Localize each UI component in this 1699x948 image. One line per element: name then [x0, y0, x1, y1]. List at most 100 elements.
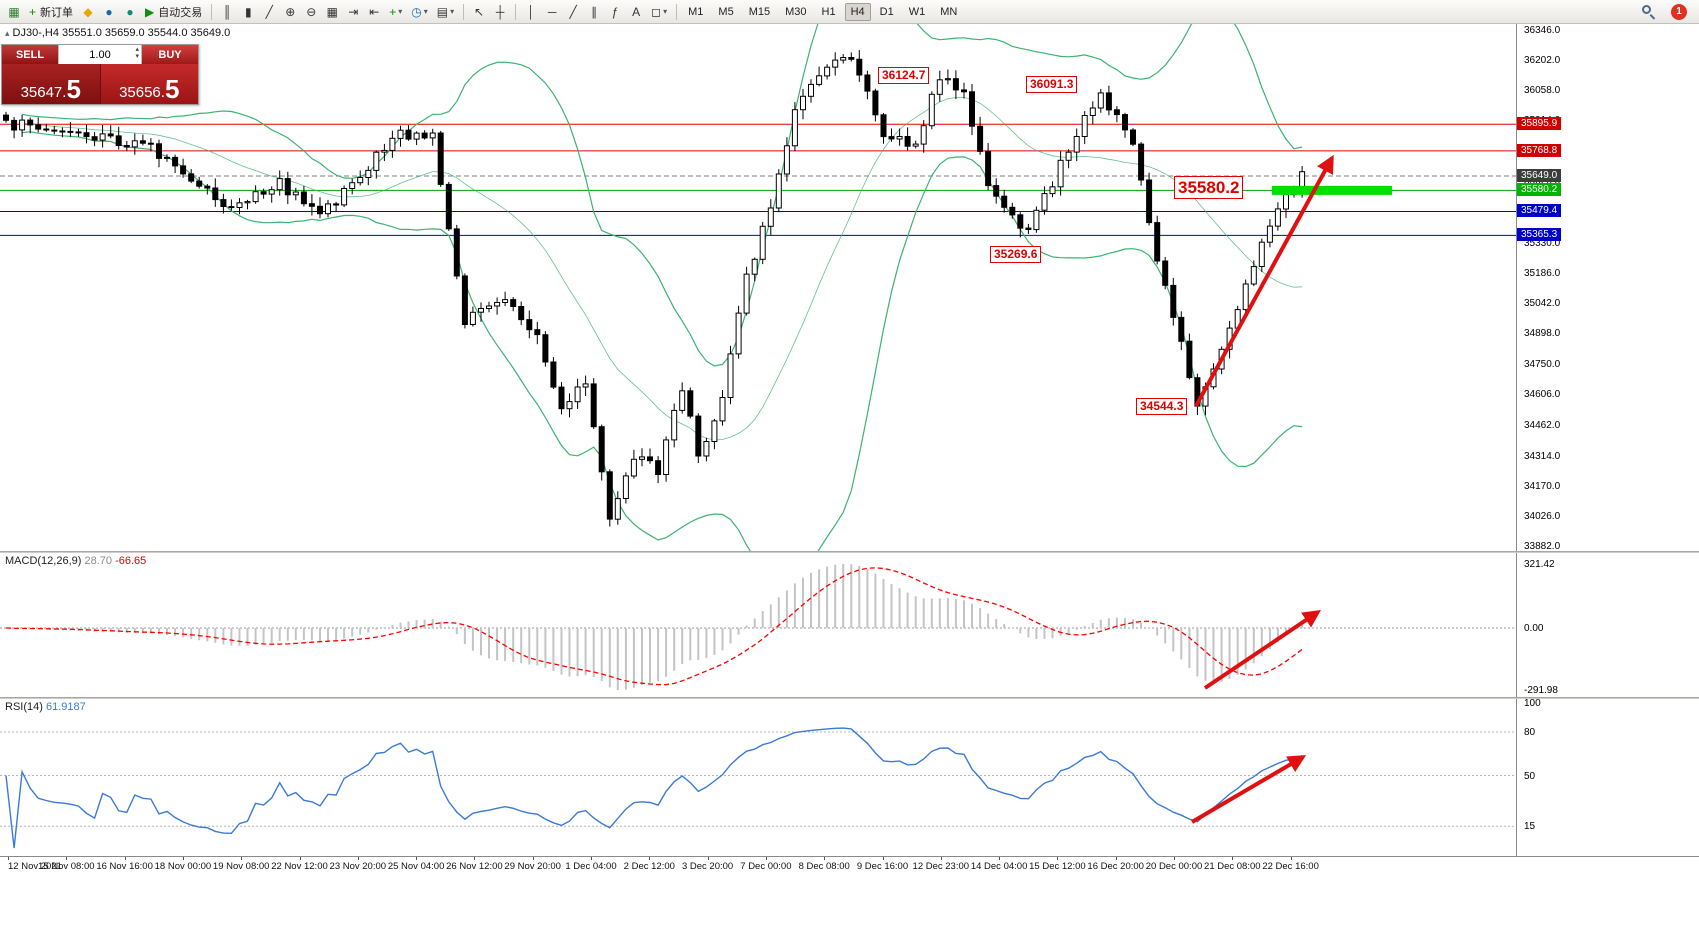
time-label: 21 Dec 08:00 [1204, 861, 1261, 872]
macd-splitter[interactable] [0, 551, 1699, 553]
sell-button[interactable]: SELL [2, 45, 58, 64]
time-tick [824, 857, 826, 860]
rsi-chart[interactable] [0, 698, 1516, 856]
auto-scroll-icon[interactable]: ⇥ [348, 4, 359, 19]
macd-axis-tick: 0.00 [1524, 623, 1544, 634]
fibonacci-icon[interactable]: ƒ [611, 4, 619, 19]
time-tick [591, 857, 592, 860]
time-tick [707, 857, 709, 860]
market-icon[interactable]: ● [105, 4, 113, 19]
channel-icon[interactable]: ∥ [591, 4, 598, 19]
time-label: 25 Nov 04:00 [387, 861, 445, 872]
chart-canvas[interactable]: ▴ DJ30-,H4 35551.0 35659.0 35544.0 35649.… [0, 24, 1516, 552]
timeframe-h4[interactable]: H4 [844, 2, 871, 21]
rsi-axis-tick: 100 [1524, 698, 1541, 709]
rsi-panel[interactable]: RSI(14) 61.9187 [0, 698, 1516, 856]
rsi-axis-tick: 50 [1524, 770, 1536, 782]
time-tick [241, 857, 243, 860]
time-label: 16 Dec 20:00 [1087, 861, 1144, 872]
sell-price-display[interactable]: 35647. 5 [2, 64, 101, 104]
one-click-trading-panel: SELL 1.00 ▴ ▾ BUY 35647. 5 35656. 5 [1, 44, 199, 105]
buy-price-display[interactable]: 35656. 5 [100, 64, 198, 104]
price-callout[interactable]: 36091.3 [1026, 76, 1078, 93]
rsi-axis-tick: 80 [1524, 727, 1536, 738]
time-label: 2 Dec 12:00 [623, 861, 675, 872]
time-label: 12 Nov 2021 [8, 861, 62, 872]
volume-decrease-icon[interactable]: ▾ [135, 53, 139, 60]
notification-badge[interactable]: 1 [1671, 3, 1687, 20]
price-axis[interactable]: 36346.036202.036058.035914.035770.035626… [1516, 24, 1699, 876]
price-callout[interactable]: 35269.6 [990, 246, 1042, 263]
price-tick: 36202.0 [1524, 55, 1561, 67]
time-axis[interactable]: 12 Nov 2021 15 Nov 08:00 16 Nov 16:00 18 No… [0, 856, 1699, 876]
timeframe-m30[interactable]: M30 [785, 5, 807, 18]
chart-shift-icon[interactable]: ⇤ [369, 4, 380, 19]
timeframe-m15[interactable]: M15 [748, 5, 771, 18]
crosshair-icon[interactable]: ┼ [495, 4, 505, 19]
bar-chart-icon[interactable]: ║ [222, 4, 232, 19]
buy-button[interactable]: BUY [142, 45, 198, 64]
one-click-collapse-icon[interactable]: ▴ [5, 28, 10, 38]
trendline-icon[interactable]: ╱ [569, 4, 577, 19]
price-tick: 34898.0 [1524, 328, 1561, 340]
macd-panel[interactable]: MACD(12,26,9) 28.70 -66.65 [0, 552, 1516, 698]
price-line-badge: 35649.0 [1517, 168, 1562, 182]
price-line-badge: 35895.9 [1517, 117, 1562, 131]
time-tick [649, 857, 651, 860]
cursor-icon[interactable]: ↖ [474, 4, 485, 19]
time-tick [299, 857, 301, 860]
timeframe-w1[interactable]: W1 [908, 5, 926, 18]
price-callout[interactable]: 35580.2 [1174, 176, 1244, 200]
time-label: 3 Dec 20:00 [681, 861, 734, 872]
auto-trading-button[interactable]: ▶ 自动交易 [145, 4, 203, 19]
timeframe-d1[interactable]: D1 [879, 5, 894, 18]
text-icon[interactable]: A [632, 4, 641, 19]
new-order-button[interactable]: + 新订单 [29, 4, 74, 19]
price-tick: 34606.0 [1524, 389, 1561, 401]
time-label: 29 Nov 20:00 [504, 861, 561, 872]
price-tick: 34170.0 [1524, 480, 1561, 492]
time-label: 15 Dec 12:00 [1029, 861, 1086, 872]
new-chart-icon[interactable]: ▦ [8, 4, 20, 19]
timeframe-h1[interactable]: H1 [821, 5, 836, 18]
price-chart[interactable] [0, 24, 1516, 552]
zoom-out-icon[interactable]: ⊖ [306, 4, 317, 19]
time-tick [1115, 857, 1117, 860]
metaeditor-icon[interactable]: ◆ [83, 4, 93, 19]
macd-chart[interactable] [0, 552, 1516, 698]
time-tick [8, 857, 9, 860]
bottom-filler [0, 876, 1699, 948]
time-label: 20 Dec 00:00 [1145, 861, 1203, 872]
volume-increase-icon[interactable]: ▴ [135, 46, 139, 53]
price-callout[interactable]: 36124.7 [878, 67, 930, 84]
candlestick-chart-icon[interactable]: ▮ [244, 4, 252, 19]
community-icon[interactable]: ● [126, 4, 134, 19]
volume-input[interactable]: 1.00 ▴ ▾ [58, 45, 142, 64]
price-line-badge: 35365.3 [1517, 228, 1562, 242]
tile-windows-icon[interactable]: ▦ [326, 4, 338, 19]
timeframe-m5[interactable]: M5 [718, 5, 734, 18]
time-tick [124, 857, 126, 860]
zoom-in-icon[interactable]: ⊕ [285, 4, 296, 19]
vertical-line-icon[interactable]: │ [527, 4, 535, 19]
rsi-splitter[interactable] [0, 697, 1699, 699]
main-toolbar: ▦ + 新订单 ◆ ● ● ▶ 自动交易 ║ ▮ ╱ ⊕ ⊖ ▦ ⇥ ⇤ + ▾ ◷ ▾ ▤ ▾ ↖ ┼ │ ─ ╱ ∥ ƒ A ◻ ▾ M1… [0, 0, 1699, 24]
time-tick [940, 857, 942, 860]
indicators-button[interactable]: + ▾ [389, 4, 403, 19]
shapes-button[interactable]: ◻ ▾ [651, 4, 668, 19]
price-tick: 35330.0 [1524, 237, 1561, 249]
search-icon[interactable] [1641, 4, 1657, 20]
timeframe-mn[interactable]: MN [940, 5, 958, 18]
horizontal-line-icon[interactable]: ─ [547, 4, 557, 19]
price-callout[interactable]: 34544.3 [1136, 398, 1188, 415]
periods-button[interactable]: ◷ ▾ [411, 4, 428, 19]
time-tick [532, 857, 534, 860]
timeframe-m1[interactable]: M1 [688, 5, 704, 18]
macd-axis-tick: 321.42 [1524, 559, 1555, 570]
time-label: 7 Dec 00:00 [740, 861, 792, 872]
time-label: 23 Nov 20:00 [329, 861, 387, 872]
price-tick: 34750.0 [1524, 359, 1561, 371]
templates-button[interactable]: ▤ ▾ [436, 4, 455, 19]
line-chart-icon[interactable]: ╱ [265, 4, 273, 19]
